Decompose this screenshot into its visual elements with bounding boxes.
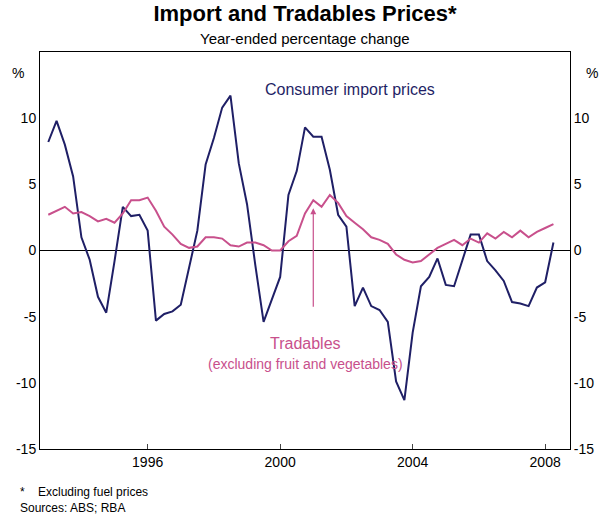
svg-text:-5: -5 — [574, 309, 587, 325]
svg-text:10: 10 — [21, 110, 37, 126]
svg-text:(excluding fruit and vegetable: (excluding fruit and vegetables) — [208, 356, 403, 372]
svg-text:%: % — [12, 65, 24, 81]
svg-text:2000: 2000 — [265, 454, 296, 470]
svg-text:Sources: ABS; RBA: Sources: ABS; RBA — [20, 501, 125, 515]
svg-text:5: 5 — [574, 176, 582, 192]
svg-text:-15: -15 — [574, 441, 594, 457]
svg-text:0: 0 — [574, 242, 582, 258]
svg-text:1996: 1996 — [132, 454, 163, 470]
svg-text:-10: -10 — [574, 375, 594, 391]
svg-text:Year-ended percentage change: Year-ended percentage change — [200, 30, 410, 47]
svg-text:2008: 2008 — [530, 454, 561, 470]
svg-text:10: 10 — [574, 110, 590, 126]
svg-text:5: 5 — [28, 176, 36, 192]
svg-text:Import and Tradables Prices*: Import and Tradables Prices* — [153, 1, 457, 26]
svg-text:-10: -10 — [16, 375, 36, 391]
svg-text:-15: -15 — [16, 441, 36, 457]
svg-text:-5: -5 — [24, 309, 37, 325]
svg-text:0: 0 — [28, 242, 36, 258]
svg-text:* Excluding fuel prices: * Excluding fuel prices — [20, 485, 148, 499]
svg-text:Consumer import prices: Consumer import prices — [265, 81, 435, 98]
svg-text:%: % — [586, 65, 598, 81]
svg-text:Tradables: Tradables — [270, 335, 341, 352]
svg-text:2004: 2004 — [397, 454, 428, 470]
